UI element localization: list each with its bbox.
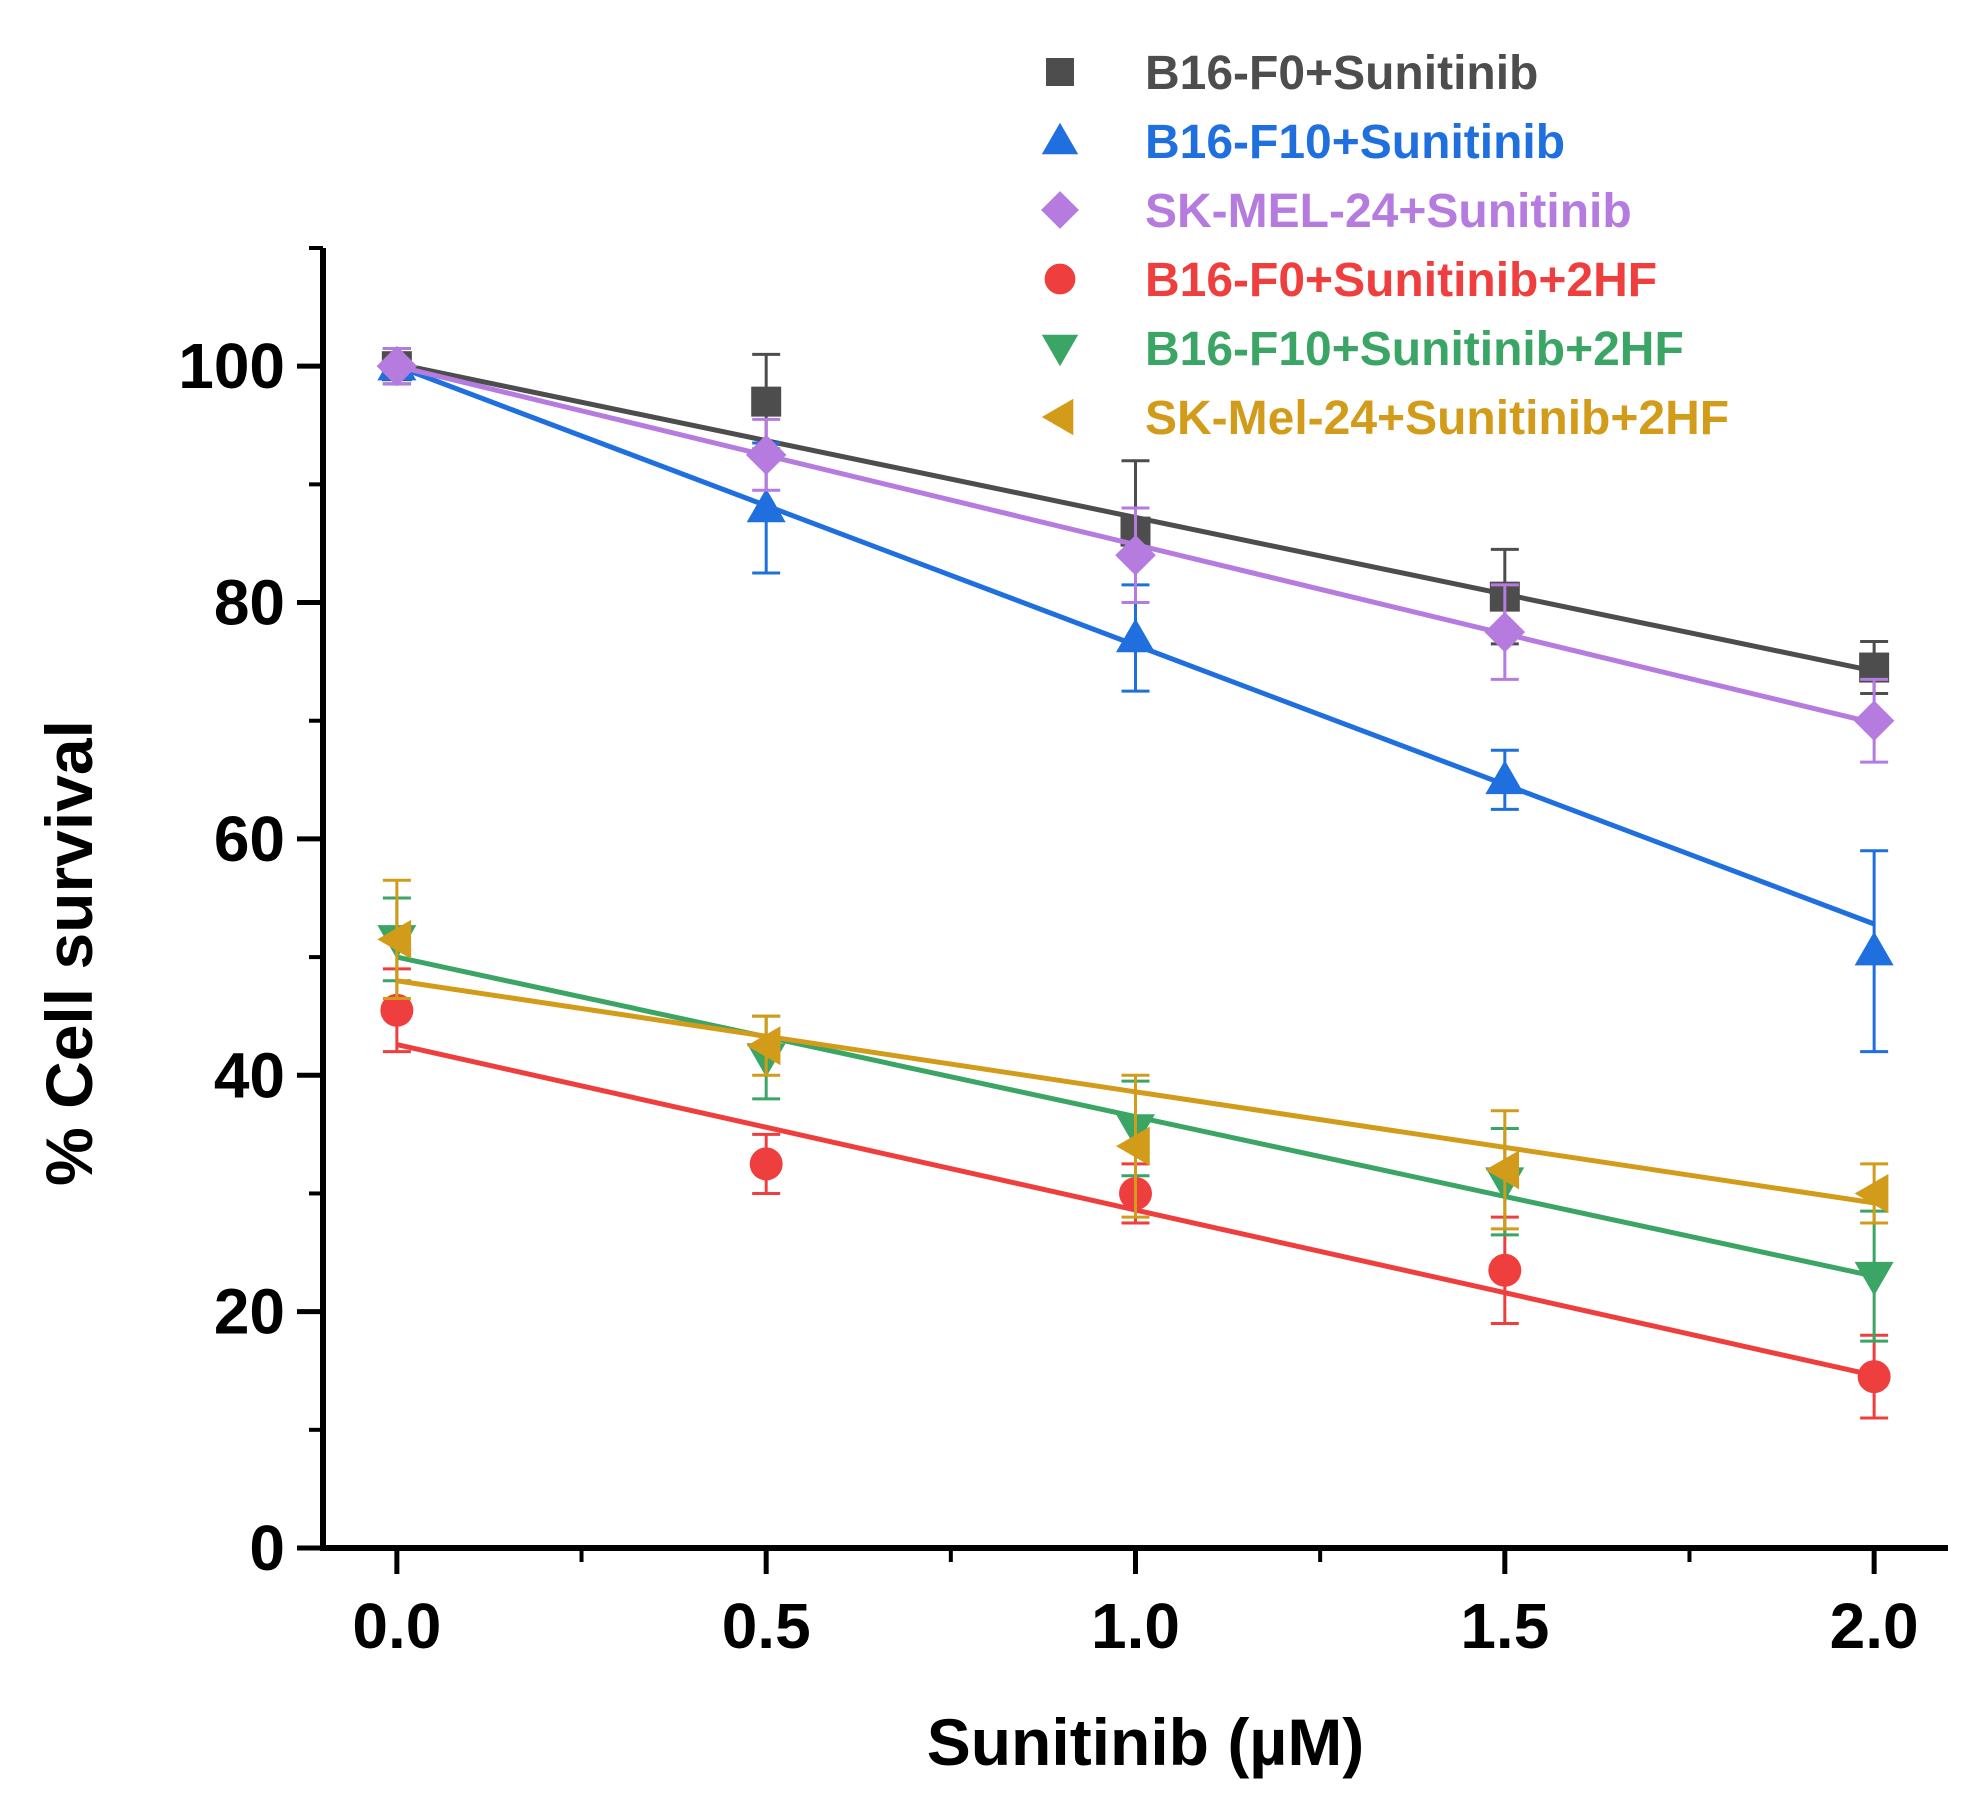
legend-marker-b16-f10-sunitinib [1041,122,1079,155]
legend-label-b16-f10-sunitinib: B16-F10+Sunitinib [1145,116,1565,169]
y-tick-label: 100 [178,330,285,402]
legend-marker-b16-f0-sunitinib-2hf [1044,263,1076,295]
x-axis-title: Sunitinib (µM) [927,1705,1365,1779]
legend: B16-F0+Sunitinib B16-F10+Sunitinib SK-MEL-… [1041,47,1729,445]
y-tick-label: 40 [214,1039,285,1111]
data-point-b16-f0-sunitinib [751,386,782,417]
data-point-sk-mel-24-sunitinib-2hf [1854,1173,1889,1213]
legend-item-sk-mel-24-sunitinib: SK-MEL-24+Sunitinib [1041,185,1632,238]
data-point-b16-f0-sunitinib-2hf [749,1147,783,1181]
legend-item-sk-mel-24-sunitinib-2hf: SK-Mel-24+Sunitinib+2HF [1041,392,1729,445]
data-point-sk-mel-24-sunitinib-2hf [377,919,412,959]
legend-label-b16-f0-sunitinib: B16-F0+Sunitinib [1145,47,1538,100]
data-point-b16-f10-sunitinib-2hf [1854,1261,1894,1296]
x-tick-label: 1.5 [1460,1590,1549,1662]
legend-marker-b16-f0-sunitinib [1046,58,1074,86]
y-axis-title: % Cell survival [32,720,106,1186]
data-point-b16-f10-sunitinib [1116,618,1155,653]
data-point-sk-mel-24-sunitinib [745,434,787,476]
x-tick-label: 1.0 [1091,1590,1180,1662]
series-sk-mel-24-sunitinib-2hf [377,878,1889,1231]
data-point-b16-f10-sunitinib [746,488,786,523]
legend-marker-b16-f10-sunitinib-2hf [1041,334,1079,367]
data-point-sk-mel-24-sunitinib [1484,611,1526,653]
legend-item-b16-f10-sunitinib: B16-F10+Sunitinib [1041,116,1565,169]
legend-marker-sk-mel-24-sunitinib-2hf [1041,398,1074,436]
legend-item-b16-f0-sunitinib-2hf: B16-F0+Sunitinib+2HF [1044,254,1657,307]
data-point-b16-f0-sunitinib-2hf [1488,1253,1522,1287]
y-tick-label: 0 [249,1512,285,1584]
plot-area [376,345,1895,1420]
y-tick-label: 80 [214,567,285,639]
data-point-sk-mel-24-sunitinib [376,345,418,387]
legend-item-b16-f10-sunitinib-2hf: B16-F10+Sunitinib+2HF [1041,323,1684,376]
y-tick-label: 20 [214,1276,285,1348]
axes: 0 20 40 60 80 100 0.0 0.5 1.0 1.5 2.0 Sunitinib (µM… [32,246,1948,1779]
legend-label-sk-mel-24-sunitinib: SK-MEL-24+Sunitinib [1145,185,1632,238]
x-tick-label: 0.5 [722,1590,811,1662]
x-tick-label: 2.0 [1830,1590,1919,1662]
data-point-b16-f10-sunitinib [1485,760,1525,795]
data-point-b16-f0-sunitinib [1859,652,1890,683]
series-b16-f10-sunitinib [377,346,1894,1054]
data-point-sk-mel-24-sunitinib-2hf [746,1026,781,1066]
data-point-b16-f0-sunitinib-2hf [1857,1360,1891,1394]
x-tick-label: 0.0 [352,1590,441,1662]
legend-label-sk-mel-24-sunitinib-2hf: SK-Mel-24+Sunitinib+2HF [1145,392,1729,445]
data-point-sk-mel-24-sunitinib [1115,535,1156,576]
legend-marker-sk-mel-24-sunitinib [1041,191,1079,229]
data-point-sk-mel-24-sunitinib-2hf [1116,1126,1150,1166]
data-point-b16-f10-sunitinib [1854,931,1894,966]
data-point-sk-mel-24-sunitinib [1853,700,1895,741]
legend-item-b16-f0-sunitinib: B16-F0+Sunitinib [1046,47,1538,100]
data-point-sk-mel-24-sunitinib-2hf [1485,1150,1520,1190]
data-point-b16-f0-sunitinib-2hf [380,993,414,1027]
y-tick-label: 60 [214,803,285,875]
series-sk-mel-24-sunitinib [376,345,1895,764]
legend-label-b16-f10-sunitinib-2hf: B16-F10+Sunitinib+2HF [1145,323,1684,376]
legend-label-b16-f0-sunitinib-2hf: B16-F0+Sunitinib+2HF [1145,254,1657,307]
